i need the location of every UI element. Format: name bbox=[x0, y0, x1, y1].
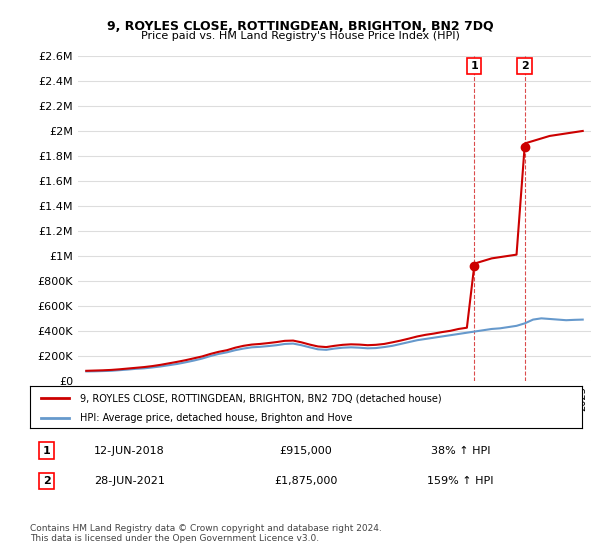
Text: 12-JUN-2018: 12-JUN-2018 bbox=[94, 446, 165, 456]
Text: Contains HM Land Registry data © Crown copyright and database right 2024.
This d: Contains HM Land Registry data © Crown c… bbox=[30, 524, 382, 543]
Text: £915,000: £915,000 bbox=[280, 446, 332, 456]
Text: £1,875,000: £1,875,000 bbox=[274, 476, 338, 486]
Text: 28-JUN-2021: 28-JUN-2021 bbox=[94, 476, 165, 486]
Text: 9, ROYLES CLOSE, ROTTINGDEAN, BRIGHTON, BN2 7DQ: 9, ROYLES CLOSE, ROTTINGDEAN, BRIGHTON, … bbox=[107, 20, 493, 32]
Text: 1: 1 bbox=[43, 446, 50, 456]
Text: 9, ROYLES CLOSE, ROTTINGDEAN, BRIGHTON, BN2 7DQ (detached house): 9, ROYLES CLOSE, ROTTINGDEAN, BRIGHTON, … bbox=[80, 393, 442, 403]
Text: 1: 1 bbox=[470, 61, 478, 71]
Text: Price paid vs. HM Land Registry's House Price Index (HPI): Price paid vs. HM Land Registry's House … bbox=[140, 31, 460, 41]
Text: 2: 2 bbox=[521, 61, 529, 71]
Text: 38% ↑ HPI: 38% ↑ HPI bbox=[431, 446, 490, 456]
Text: 2: 2 bbox=[43, 476, 50, 486]
Text: HPI: Average price, detached house, Brighton and Hove: HPI: Average price, detached house, Brig… bbox=[80, 413, 352, 423]
Text: 159% ↑ HPI: 159% ↑ HPI bbox=[427, 476, 494, 486]
